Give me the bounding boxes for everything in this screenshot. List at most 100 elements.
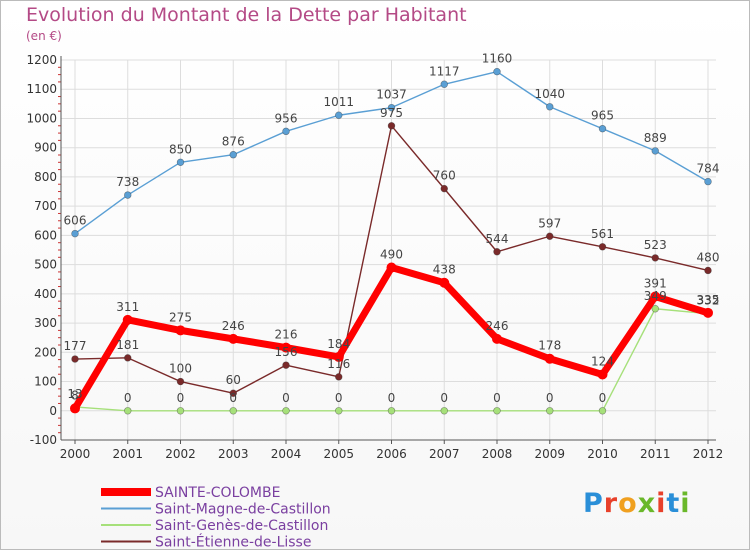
data-point [651, 147, 659, 155]
data-point [282, 407, 290, 415]
proxiti-logo: Proxiti [583, 488, 691, 519]
data-point [229, 389, 237, 397]
data-label: 181 [116, 338, 139, 352]
data-label: 391 [644, 276, 667, 290]
data-point [335, 407, 343, 415]
data-point [598, 243, 607, 251]
x-tick-label: 2000 [60, 447, 91, 461]
data-label: 606 [64, 214, 87, 228]
data-label: 438 [433, 263, 456, 277]
data-label: 956 [275, 111, 298, 125]
y-tick-label: 1200 [26, 53, 57, 67]
data-label: 784 [697, 162, 720, 176]
data-label: 177 [64, 339, 87, 353]
data-point [493, 67, 501, 76]
data-point [124, 354, 132, 362]
x-tick-label: 2002 [165, 447, 196, 461]
data-label: 1160 [482, 52, 513, 66]
x-tick-label: 2007 [429, 447, 460, 461]
y-tick-label: 800 [34, 170, 57, 184]
x-tick-label: 2010 [587, 447, 618, 461]
data-label: 1037 [376, 88, 407, 102]
data-point [281, 342, 291, 353]
x-tick-label: 2012 [693, 447, 724, 461]
data-label: 480 [697, 250, 720, 264]
y-tick-label: 100 [34, 375, 57, 389]
y-tick-label: 1100 [26, 82, 57, 96]
chart-unit: (en €) [26, 29, 62, 43]
data-point [493, 407, 501, 415]
data-point [282, 361, 290, 369]
data-point [546, 407, 554, 415]
y-tick-label: 700 [34, 199, 57, 213]
logo-letter: x [637, 488, 657, 519]
data-point [71, 229, 79, 238]
data-label: 850 [169, 142, 192, 156]
y-tick-label: 500 [34, 258, 57, 272]
data-point [387, 122, 396, 130]
legend-label-1: Saint-Magne-de-Castillon [155, 502, 331, 518]
data-point [598, 124, 607, 133]
y-tick-label: 400 [34, 287, 57, 301]
data-point [335, 111, 343, 119]
data-label: 1040 [534, 87, 565, 101]
data-point [440, 184, 448, 193]
data-point [440, 80, 448, 88]
logo-letter: P [583, 488, 604, 519]
data-label: 738 [116, 175, 139, 189]
data-label: 0 [229, 391, 237, 405]
data-point [704, 177, 712, 186]
x-tick-label: 2008 [482, 447, 513, 461]
x-tick-label: 2001 [112, 447, 143, 461]
data-label: 332 [697, 294, 720, 308]
data-point [176, 158, 185, 167]
data-label: 0 [335, 391, 343, 405]
data-label: 0 [124, 391, 132, 405]
logo-letter: o [618, 488, 638, 519]
data-label: 544 [486, 232, 509, 246]
logo-letter: r [603, 488, 619, 519]
data-point [387, 407, 396, 415]
legend-label-3: Saint-Étienne-de-Lisse [155, 534, 311, 550]
y-tick-label: 300 [34, 316, 57, 330]
data-label: 311 [116, 300, 139, 314]
data-label: 156 [275, 345, 298, 359]
data-label: 876 [222, 135, 245, 149]
data-label: 0 [599, 391, 607, 405]
data-label: 116 [327, 357, 350, 371]
data-point [176, 377, 185, 386]
data-point [229, 151, 237, 159]
logo-letter: i [656, 488, 667, 519]
logo-letter: t [666, 488, 681, 519]
data-label: 349 [644, 289, 667, 303]
data-label: 965 [591, 109, 614, 123]
data-point [703, 307, 713, 318]
data-label: 246 [222, 319, 245, 333]
grid [61, 59, 716, 441]
data-label: 0 [546, 391, 554, 405]
data-point [651, 254, 659, 262]
x-tick-label: 2006 [376, 447, 407, 461]
data-label: 184 [327, 337, 350, 351]
data-label: 335 [697, 293, 720, 307]
chart-title: Evolution du Montant de la Dette par Hab… [26, 4, 467, 26]
y-tick-label: 0 [49, 404, 57, 418]
data-label: 597 [538, 216, 561, 230]
data-point [650, 291, 661, 302]
data-label: 13 [67, 387, 82, 401]
data-label: 523 [644, 238, 667, 252]
data-label: 216 [275, 328, 298, 342]
x-tick-label: 2011 [640, 447, 671, 461]
series-lines [70, 67, 713, 415]
data-label: 975 [380, 106, 403, 120]
x-tick-label: 2005 [323, 447, 354, 461]
data-point [175, 325, 186, 336]
data-labels: 6067388508769561011103711171160104096588… [64, 52, 720, 405]
data-point [440, 407, 448, 415]
data-point [546, 232, 554, 240]
legend: SAINTE-COLOMBESaint-Magne-de-CastillonSa… [101, 485, 331, 550]
data-label: 0 [388, 391, 396, 405]
data-point [493, 248, 501, 256]
data-point [229, 407, 237, 415]
data-point [386, 262, 397, 273]
